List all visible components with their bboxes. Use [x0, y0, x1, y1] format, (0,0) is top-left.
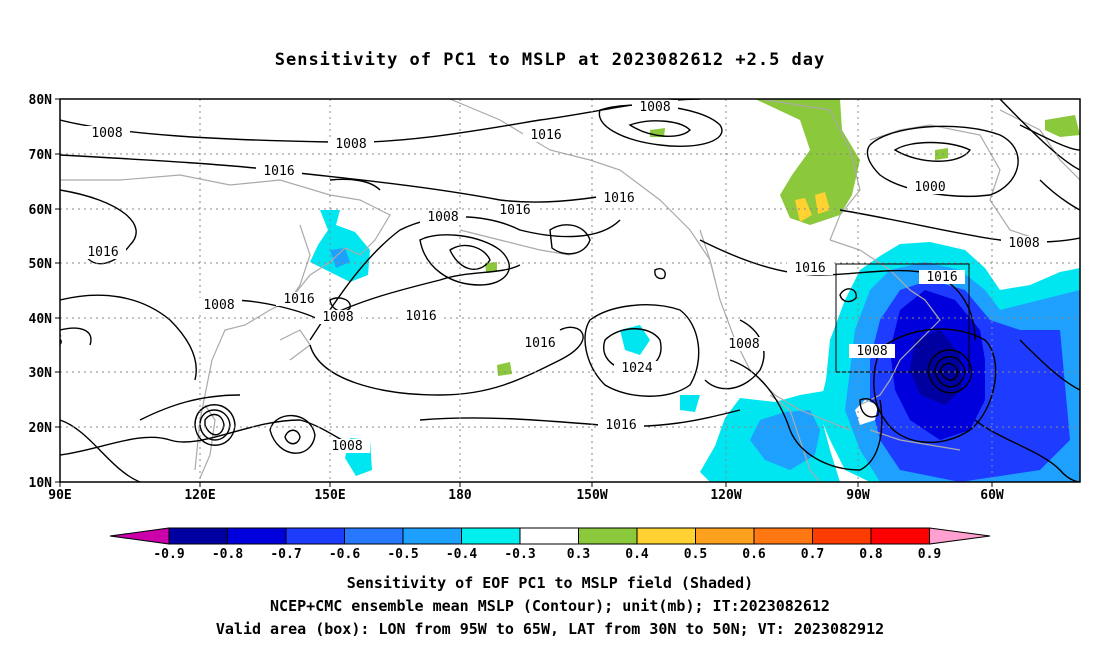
colorbar-segment	[227, 527, 287, 545]
colorbar-segment	[578, 527, 638, 545]
contour-label: 1016	[87, 245, 118, 260]
contour-label: 1008	[331, 439, 362, 454]
caption-line-3: Valid area (box): LON from 95W to 65W, L…	[215, 620, 885, 638]
contour-label: 1008	[728, 337, 759, 352]
contour-label: 1016	[603, 191, 634, 206]
colorbar-tick-label: -0.9	[153, 547, 184, 562]
lat-label: 10N	[29, 476, 53, 491]
lon-label: 90W	[846, 488, 870, 503]
colorbar-tick-label: 0.7	[801, 547, 824, 562]
colorbar-segment	[461, 527, 521, 545]
colorbar-tick-label: -0.3	[504, 547, 535, 562]
contour-label: 1016	[499, 203, 530, 218]
lat-label: 40N	[29, 312, 53, 327]
colorbar-segment	[402, 527, 462, 545]
lat-label: 60N	[29, 203, 53, 218]
contour-label: 1016	[926, 270, 957, 285]
colorbar-tick-label: -0.8	[212, 547, 243, 562]
lon-label: 180	[448, 488, 472, 503]
colorbar-segment	[636, 527, 696, 545]
colorbar-segment	[695, 527, 755, 545]
caption-line-1: Sensitivity of EOF PC1 to MSLP field (Sh…	[346, 574, 754, 592]
contour-label: 1008	[1008, 236, 1039, 251]
colorbar-segment	[285, 527, 345, 545]
colorbar-tick-label: 0.5	[684, 547, 707, 562]
lat-label: 80N	[29, 93, 53, 108]
colorbar-tick-label: 0.8	[859, 547, 883, 562]
north-pacific-sensitivity-region	[310, 210, 370, 282]
colorbar-tick-label: -0.6	[329, 547, 360, 562]
colorbar-segment	[753, 527, 813, 545]
graticule	[60, 99, 1080, 482]
lon-label: 120E	[184, 488, 215, 503]
contour-labels: 1008 1008 1016 1016 1008 1016 1016 1016 …	[31, 100, 1047, 454]
colorbar-tick-label: -0.4	[446, 547, 477, 562]
colorbar-tick-label: -0.5	[387, 547, 418, 562]
contour-label: 1016	[524, 336, 555, 351]
lon-label: 150E	[314, 488, 345, 503]
contour-label: 1008	[639, 100, 670, 115]
colorbar-tick-label: 0.9	[918, 547, 941, 562]
contour-label: 1016	[794, 261, 825, 276]
sensitivity-shading	[310, 99, 1080, 482]
colorbar-max-triangle	[929, 527, 991, 545]
colorbar-segment	[344, 527, 404, 545]
lon-label: 90E	[48, 488, 71, 503]
contour-label: 1016	[263, 164, 294, 179]
contour-label: 1024	[621, 361, 652, 376]
lon-label: 60W	[980, 488, 1004, 503]
colorbar-min-triangle	[109, 527, 170, 545]
colorbar-tick-label: -0.7	[270, 547, 301, 562]
colorbar: -0.9 -0.8 -0.7 -0.6 -0.5 -0.4 -0.3 0.3 0…	[109, 527, 991, 562]
lat-label: 20N	[29, 421, 53, 436]
colorbar-segment	[870, 527, 930, 545]
map-frame	[59, 98, 1081, 483]
colorbar-tick-label: 0.3	[567, 547, 590, 562]
lat-label: 70N	[29, 148, 53, 163]
colorbar-segment	[812, 527, 872, 545]
latitude-labels: 80N 70N 60N 50N 40N 30N 20N 10N	[29, 93, 53, 491]
contour-label: 1016	[31, 334, 62, 349]
contour-label: 1016	[530, 128, 561, 143]
contour-label: 1008	[322, 310, 353, 325]
colorbar-tick-label: 0.4	[625, 547, 649, 562]
lat-label: 30N	[29, 366, 53, 381]
contour-label: 1008	[427, 210, 458, 225]
contour-label: 1008	[203, 298, 234, 313]
contour-label: 1016	[283, 292, 314, 307]
colorbar-tick-label: 0.6	[742, 547, 766, 562]
caption-line-2: NCEP+CMC ensemble mean MSLP (Contour); u…	[270, 597, 830, 615]
contour-label: 1000	[914, 180, 945, 195]
map-title: Sensitivity of PC1 to MSLP at 2023082612…	[274, 50, 826, 70]
contour-label: 1008	[856, 344, 887, 359]
positive-sensitivity-region	[755, 99, 860, 225]
lon-label: 150W	[576, 488, 607, 503]
lon-label: 120W	[710, 488, 741, 503]
contour-label: 1008	[91, 126, 122, 141]
lat-label: 50N	[29, 257, 53, 272]
contour-label: 1016	[405, 309, 436, 324]
colorbar-segment	[519, 527, 579, 545]
contour-label: 1016	[605, 418, 636, 433]
contour-label: 1008	[335, 137, 366, 152]
longitude-labels: 90E 120E 150E 180 150W 120W 90W 60W	[48, 488, 1004, 503]
colorbar-segment	[168, 527, 228, 545]
